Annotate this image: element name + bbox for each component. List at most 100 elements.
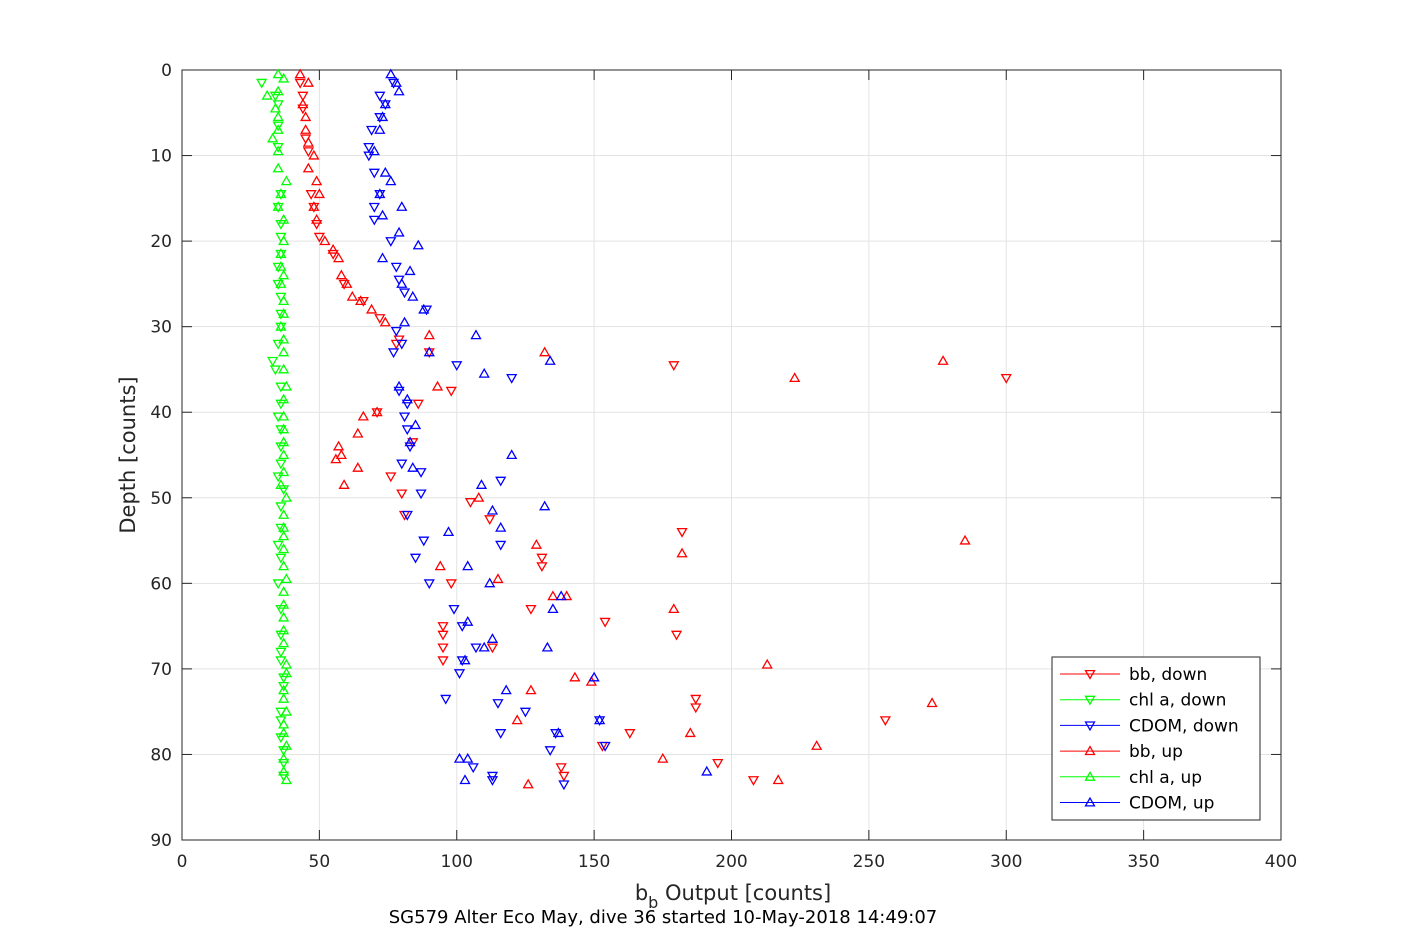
x-tick-label: 350 xyxy=(1127,852,1159,872)
data-point xyxy=(415,489,427,500)
data-point xyxy=(272,279,284,290)
data-point xyxy=(522,778,534,789)
data-point xyxy=(668,361,680,371)
data-point xyxy=(398,412,411,423)
data-point xyxy=(278,530,290,541)
data-point xyxy=(368,215,380,226)
data-point xyxy=(272,540,284,551)
data-point xyxy=(354,295,367,306)
data-point xyxy=(442,526,455,537)
data-point xyxy=(451,361,463,371)
data-point xyxy=(544,746,556,756)
data-point xyxy=(352,427,364,438)
data-point xyxy=(278,423,290,434)
data-point xyxy=(374,188,386,199)
data-point xyxy=(376,252,389,263)
data-point xyxy=(539,500,551,511)
data-point xyxy=(547,590,559,601)
data-point xyxy=(412,239,424,250)
data-point xyxy=(423,346,435,357)
legend-marker xyxy=(1084,669,1096,680)
data-point xyxy=(363,142,375,153)
data-point xyxy=(387,78,400,89)
data-point xyxy=(459,774,471,785)
data-point xyxy=(418,303,430,314)
data-point xyxy=(363,151,375,162)
data-point xyxy=(593,714,606,725)
legend-label: CDOM, up xyxy=(1129,794,1214,814)
data-point xyxy=(495,521,507,532)
data-point xyxy=(278,436,290,447)
data-point xyxy=(393,85,405,96)
data-point xyxy=(302,162,315,173)
y-axis-label: Depth [counts] xyxy=(116,376,140,533)
x-tick-label: 100 xyxy=(441,852,473,872)
x-tick-label: 150 xyxy=(578,852,610,872)
series-0 xyxy=(294,78,1012,786)
data-point xyxy=(670,630,683,641)
data-point xyxy=(467,763,479,774)
legend-marker xyxy=(1084,721,1096,732)
data-point xyxy=(495,729,507,739)
data-point xyxy=(690,703,702,714)
data-point xyxy=(272,472,284,483)
data-point xyxy=(379,98,391,109)
data-point xyxy=(541,641,554,652)
data-point xyxy=(423,329,435,340)
data-point xyxy=(278,509,290,519)
data-point xyxy=(519,707,532,718)
x-tick-label: 200 xyxy=(715,852,747,872)
data-point xyxy=(423,579,435,590)
data-point xyxy=(368,202,380,213)
data-point xyxy=(330,453,342,464)
data-point xyxy=(404,436,416,447)
data-point xyxy=(379,316,391,327)
data-point xyxy=(470,643,482,654)
data-point xyxy=(676,547,688,558)
data-point xyxy=(599,617,611,628)
data-point xyxy=(937,355,949,365)
data-point xyxy=(338,479,350,489)
data-point xyxy=(278,449,290,460)
data-point xyxy=(327,243,339,254)
data-point xyxy=(668,603,680,614)
data-point xyxy=(550,729,562,739)
data-point xyxy=(409,419,422,430)
data-point xyxy=(313,232,325,243)
data-point xyxy=(327,249,339,260)
data-point xyxy=(379,166,391,177)
data-point xyxy=(415,468,427,478)
data-point xyxy=(272,68,284,79)
data-point xyxy=(280,573,293,584)
data-point xyxy=(396,459,408,470)
data-point xyxy=(300,111,312,122)
data-point xyxy=(536,553,548,564)
data-point xyxy=(478,367,490,378)
series-4 xyxy=(261,68,293,785)
data-point xyxy=(747,776,760,786)
data-point xyxy=(272,85,284,96)
y-tick-label: 80 xyxy=(150,745,172,765)
legend-marker xyxy=(1084,745,1096,756)
data-point xyxy=(959,534,971,545)
data-point xyxy=(657,752,669,763)
data-point xyxy=(368,168,380,179)
legend-marker xyxy=(1084,695,1096,706)
data-point xyxy=(558,780,570,791)
legend-box xyxy=(1051,656,1261,821)
data-point xyxy=(278,681,290,692)
data-point xyxy=(275,260,287,271)
data-point xyxy=(280,380,293,391)
data-point xyxy=(772,774,784,785)
data-point xyxy=(486,643,499,654)
data-point xyxy=(280,491,293,502)
data-point xyxy=(506,449,518,460)
data-point xyxy=(311,219,323,230)
data-point xyxy=(462,752,474,763)
x-tick-label: 50 xyxy=(309,852,331,872)
data-point xyxy=(445,386,457,397)
data-point xyxy=(267,356,279,367)
legend-label: chl a, down xyxy=(1129,691,1226,711)
data-point xyxy=(357,296,369,307)
